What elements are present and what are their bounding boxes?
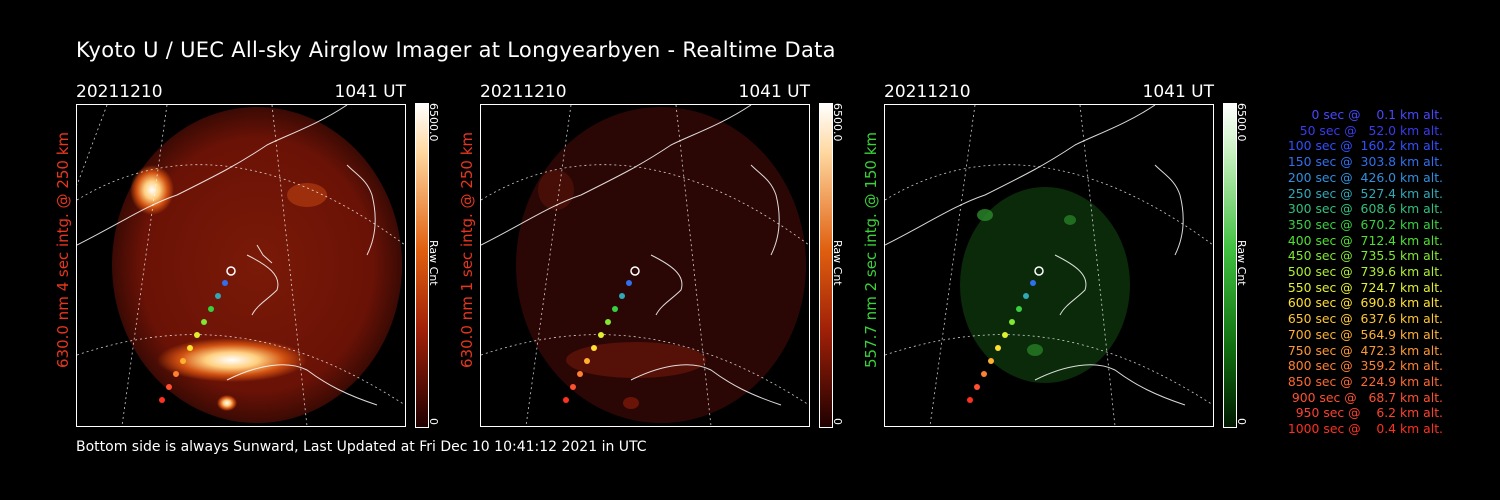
- panel-time: 1041 UT: [738, 82, 811, 102]
- legend-row: 50 sec @ 52.0 km alt.: [1291, 122, 1443, 138]
- legend-row: 0 sec @ 0.1 km alt.: [1299, 107, 1443, 122]
- panel-date: 20211210: [884, 82, 971, 102]
- legend-row: 1000 sec @ 0.4 km alt.: [1287, 421, 1443, 437]
- panel-date: 20211210: [76, 82, 163, 102]
- trajectory-dots: [159, 266, 236, 403]
- legend-row: 200 sec @ 426.0 km alt.: [1283, 169, 1443, 185]
- panel-3-ylabel: 557.7 nm 2 sec intg. @ 150 km: [862, 131, 880, 369]
- legend-row: 850 sec @ 224.9 km alt.: [1283, 373, 1443, 389]
- legend-row: 600 sec @ 690.8 km alt.: [1283, 295, 1443, 311]
- panel-time: 1041 UT: [334, 82, 407, 102]
- allsky-panel-2: 20211210 1041 UT: [480, 82, 810, 427]
- allsky-panel-1: 20211210 1041 UT: [76, 82, 406, 427]
- legend-row: 400 sec @ 712.4 km alt.: [1283, 232, 1443, 248]
- legend-row: 450 sec @ 735.5 km alt.: [1283, 248, 1443, 264]
- colorbar-2: [819, 103, 833, 428]
- legend-row: 250 sec @ 527.4 km alt.: [1283, 185, 1443, 201]
- legend-row: 650 sec @ 637.6 km alt.: [1283, 311, 1443, 327]
- legend-row: 700 sec @ 564.9 km alt.: [1283, 326, 1443, 342]
- panel-1-ylabel: 630.0 nm 4 sec intg. @ 250 km: [54, 131, 72, 369]
- panel-2-ylabel: 630.0 nm 1 sec intg. @ 250 km: [458, 131, 476, 369]
- panel-time: 1041 UT: [1142, 82, 1215, 102]
- legend-row: 100 sec @ 160.2 km alt.: [1283, 138, 1443, 154]
- colorbar-3: [1223, 103, 1237, 428]
- legend-row: 500 sec @ 739.6 km alt.: [1283, 264, 1443, 280]
- legend-row: 550 sec @ 724.7 km alt.: [1283, 279, 1443, 295]
- legend-row: 900 sec @ 68.7 km alt.: [1287, 389, 1443, 405]
- allsky-image-630-4s: [76, 104, 406, 427]
- allsky-image-630-1s: [480, 104, 810, 427]
- page-title: Kyoto U / UEC All-sky Airglow Imager at …: [76, 38, 836, 62]
- panel-date: 20211210: [480, 82, 567, 102]
- legend-row: 350 sec @ 670.2 km alt.: [1283, 216, 1443, 232]
- allsky-panel-3: 20211210 1041 UT: [884, 82, 1214, 427]
- legend-row: 150 sec @ 303.8 km alt.: [1283, 154, 1443, 170]
- legend-row: 750 sec @ 472.3 km alt.: [1283, 342, 1443, 358]
- legend-row: 950 sec @ 6.2 km alt.: [1291, 405, 1443, 421]
- footer-status: Bottom side is always Sunward, Last Upda…: [76, 439, 647, 455]
- trajectory-dots: [563, 266, 640, 403]
- trajectory-dots: [967, 266, 1044, 403]
- colorbar-1: [415, 103, 429, 428]
- legend-row: 300 sec @ 608.6 km alt.: [1283, 201, 1443, 217]
- trajectory-legend: 0 sec @ 0.1 km alt. 50 sec @ 52.0 km alt…: [1243, 107, 1443, 437]
- colorbar-1-min: 0: [427, 418, 440, 425]
- legend-row: 800 sec @ 359.2 km alt.: [1283, 358, 1443, 374]
- colorbar-2-min: 0: [831, 418, 844, 425]
- allsky-image-5577-2s: [884, 104, 1214, 427]
